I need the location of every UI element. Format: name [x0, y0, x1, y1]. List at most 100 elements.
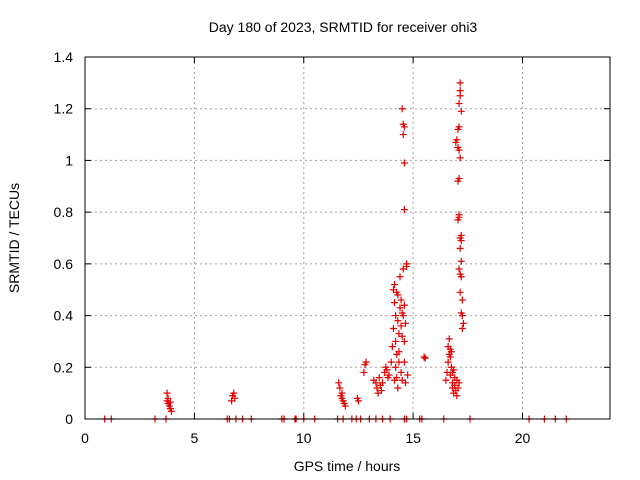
- x-tick-label: 5: [190, 430, 198, 446]
- data-point: [385, 371, 393, 379]
- data-point: [445, 335, 453, 343]
- data-point: [457, 257, 465, 265]
- data-point: [456, 244, 464, 252]
- y-tick-label: 1.4: [54, 49, 74, 65]
- x-tick-label: 20: [515, 430, 531, 446]
- grid-lines: [85, 57, 610, 419]
- data-point: [457, 107, 465, 115]
- data-point: [401, 379, 409, 387]
- data-point: [457, 273, 465, 281]
- data-point: [458, 296, 466, 304]
- data-point: [453, 392, 461, 400]
- y-tick-label: 0.2: [54, 359, 74, 375]
- data-point: [404, 371, 412, 379]
- x-tick-label: 10: [296, 430, 312, 446]
- data-point: [446, 353, 454, 361]
- data-point: [394, 384, 402, 392]
- data-point: [455, 379, 463, 387]
- y-tick-label: 0.4: [54, 308, 74, 324]
- data-point: [377, 387, 385, 395]
- data-point: [388, 343, 396, 351]
- data-point: [391, 281, 399, 289]
- data-point: [166, 398, 174, 406]
- data-point: [400, 337, 408, 345]
- data-point: [341, 402, 349, 410]
- data-point: [398, 332, 406, 340]
- chart-title: Day 180 of 2023, SRMTID for receiver ohi…: [209, 19, 478, 35]
- data-point: [403, 260, 411, 268]
- data-point: [450, 366, 458, 374]
- data-point: [392, 337, 400, 345]
- data-point: [395, 348, 403, 356]
- data-point: [335, 379, 343, 387]
- data-point: [338, 389, 346, 397]
- y-axis-label: SRMTID / TECUs: [6, 183, 22, 293]
- data-point: [459, 319, 467, 327]
- data-point: [444, 358, 452, 366]
- x-tick-label: 15: [405, 430, 421, 446]
- data-point: [455, 265, 463, 273]
- data-point: [394, 291, 402, 299]
- data-point: [400, 206, 408, 214]
- data-point: [375, 374, 383, 382]
- data-point: [455, 146, 463, 154]
- data-point: [458, 325, 466, 332]
- data-point: [397, 296, 405, 304]
- data-point: [442, 376, 450, 384]
- data-point: [421, 354, 429, 362]
- data-point: [336, 384, 344, 392]
- data-point: [400, 123, 408, 131]
- data-point: [396, 304, 404, 312]
- x-axis-label: GPS time / hours: [294, 458, 401, 474]
- data-point: [391, 299, 399, 307]
- data-point: [379, 379, 386, 387]
- data-point: [164, 394, 172, 402]
- data-point: [454, 384, 462, 392]
- axis-ticks: 0 5 10 15 20 0 0.2 0.4 0.6 0.8 1 1.2 1.4: [54, 49, 610, 446]
- y-tick-label: 0.6: [54, 256, 74, 272]
- data-point: [455, 100, 463, 108]
- data-point: [420, 353, 428, 361]
- data-point: [453, 136, 461, 144]
- data-point: [230, 389, 238, 397]
- data-point: [397, 368, 405, 376]
- data-point: [456, 87, 464, 95]
- data-point: [231, 394, 239, 402]
- data-point: [399, 312, 407, 320]
- data-point: [456, 288, 464, 296]
- data-point: [456, 79, 464, 87]
- data-point: [392, 312, 400, 320]
- data-point: [167, 407, 175, 415]
- data-point: [457, 237, 465, 245]
- data-point: [387, 358, 395, 366]
- data-point: [394, 317, 402, 325]
- data-point: [399, 131, 407, 139]
- plot-frame: [84, 56, 611, 420]
- data-point: [401, 319, 409, 327]
- data-point: [455, 211, 463, 219]
- y-tick-label: 0.8: [54, 204, 74, 220]
- data-point: [397, 322, 405, 330]
- y-tick-label: 1: [65, 152, 73, 168]
- data-point: [389, 325, 397, 332]
- y-tick-label: 0: [65, 411, 73, 427]
- data-point: [400, 159, 408, 167]
- data-point: [455, 175, 463, 183]
- data-point: [400, 358, 408, 366]
- data-point: [392, 363, 400, 371]
- data-point: [398, 105, 406, 113]
- y-tick-label: 1.2: [54, 101, 74, 117]
- data-point: [396, 273, 404, 281]
- data-point: [362, 358, 370, 366]
- data-point: [455, 123, 463, 131]
- x-tick-label: 0: [81, 430, 89, 446]
- data-point: [163, 389, 171, 397]
- data-point: [354, 397, 362, 405]
- data-point: [447, 348, 455, 356]
- data-point: [393, 374, 401, 382]
- data-point: [458, 312, 466, 320]
- data-point: [372, 379, 380, 387]
- data-point: [360, 368, 368, 376]
